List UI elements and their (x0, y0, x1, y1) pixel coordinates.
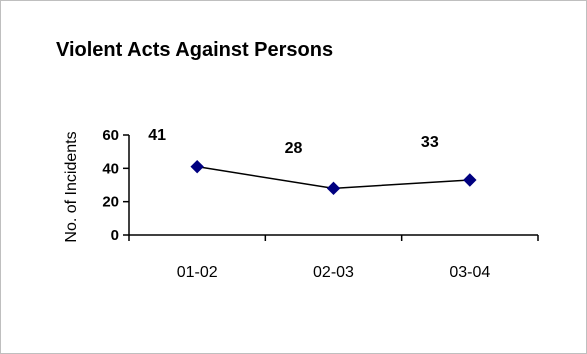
x-tick-label: 01-02 (177, 264, 218, 281)
data-label: 41 (148, 127, 166, 144)
x-tick-label: 02-03 (313, 264, 354, 281)
x-ticks: 01-02 02-03 03-04 (128, 235, 539, 281)
data-point-marker (326, 181, 341, 196)
axes (128, 135, 538, 236)
chart-title: Violent Acts Against Persons (56, 39, 333, 61)
x-tick-label: 03-04 (449, 264, 490, 281)
y-ticks: 0 20 40 60 (102, 127, 129, 244)
data-point-marker (190, 159, 204, 174)
data-label: 33 (421, 134, 439, 151)
y-tick-label: 20 (102, 194, 119, 211)
data-label: 28 (285, 140, 303, 157)
y-tick-label: 60 (102, 127, 119, 144)
y-axis-label: No. of Incidents (63, 131, 80, 242)
markers (190, 159, 477, 196)
data-point-marker (463, 173, 477, 187)
y-tick-label: 40 (102, 160, 119, 177)
data-labels: 41 28 33 (148, 127, 439, 157)
y-tick-label: 0 (111, 227, 119, 244)
